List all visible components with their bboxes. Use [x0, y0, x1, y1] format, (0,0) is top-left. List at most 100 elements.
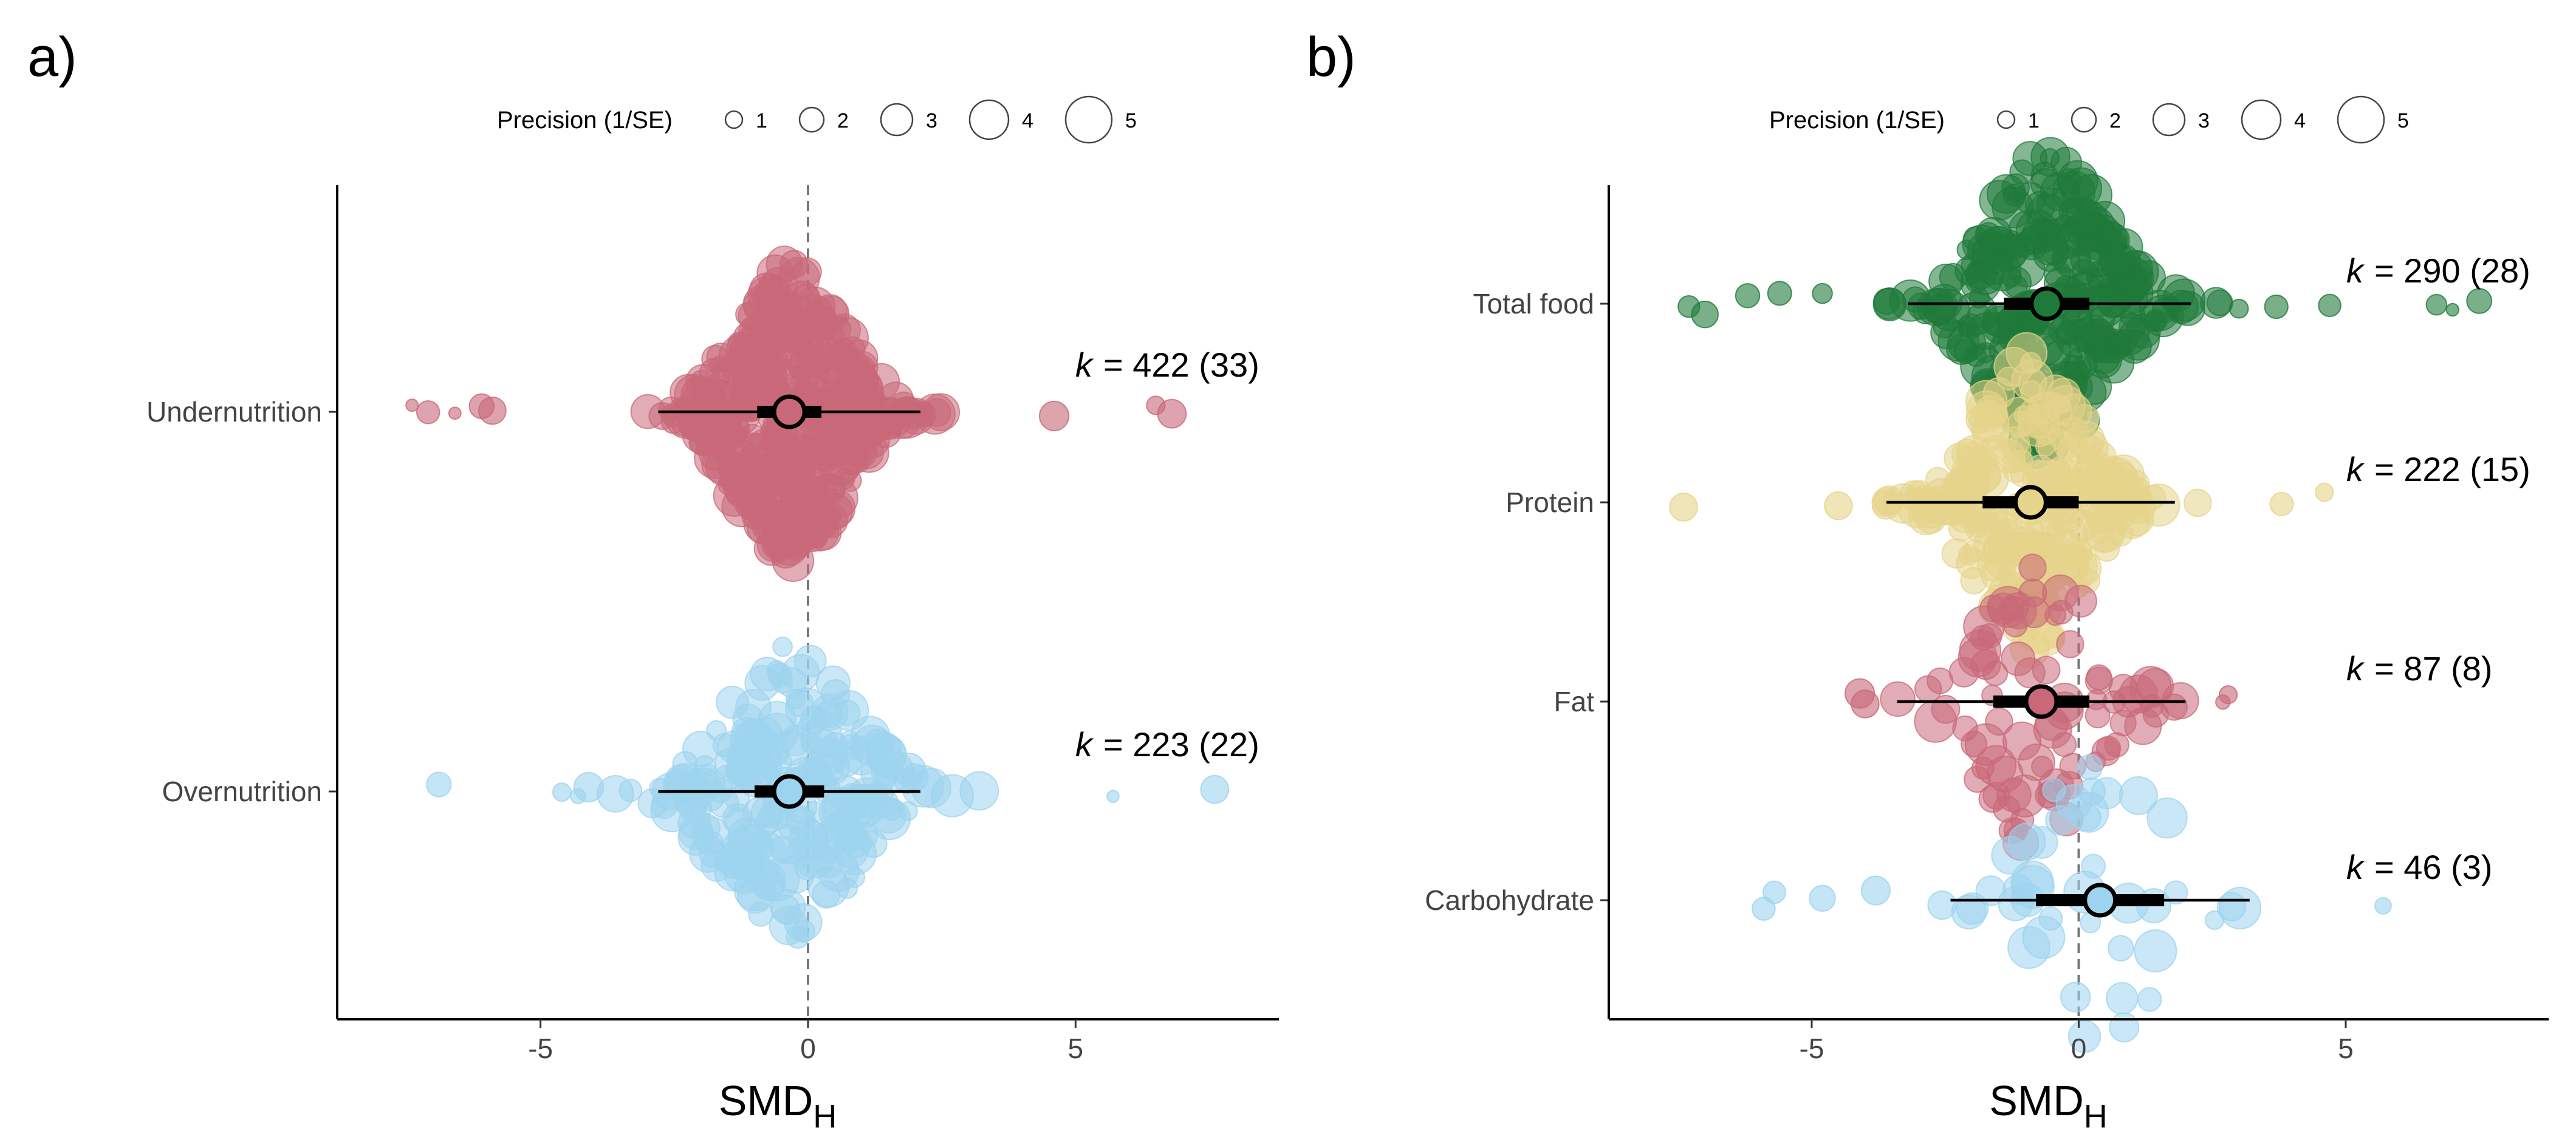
effect-size-point: [1948, 504, 1978, 533]
effect-size-point: [2137, 484, 2180, 527]
legend-size-circle: [798, 106, 825, 133]
effect-size-point: [1952, 715, 1978, 742]
effect-size-point: [835, 806, 856, 828]
effect-size-point: [2219, 685, 2238, 705]
effect-size-point: [1824, 491, 1853, 521]
effect-size-point: [1991, 836, 2030, 875]
effect-size-point: [827, 341, 854, 368]
effect-size-point: [1947, 463, 1990, 506]
effect-size-point: [1914, 700, 1958, 743]
effect-size-point: [712, 733, 737, 757]
effect-size-point: [2048, 317, 2076, 345]
pooled-estimate-point: [772, 774, 807, 809]
effect-size-point: [1752, 897, 1776, 921]
effect-size-point: [826, 316, 852, 342]
effect-size-point: [2109, 1012, 2140, 1043]
x-axis-title: SMDH: [719, 1077, 837, 1135]
effect-size-point: [807, 510, 828, 531]
legend-size-label: 1: [2028, 109, 2040, 132]
k-annotation: k = 223 (22): [1075, 725, 1259, 764]
effect-size-point: [2057, 160, 2098, 202]
effect-size-point: [812, 846, 844, 878]
effect-size-point: [674, 374, 716, 416]
effect-size-point: [2314, 482, 2334, 502]
category-group: Fat k = 87 (8): [1554, 553, 2493, 861]
category-label: Fat: [1554, 686, 1595, 717]
effect-size-point: [2184, 488, 2212, 518]
effect-size-point: [2374, 897, 2392, 915]
effect-size-point: [2228, 298, 2249, 319]
effect-size-point: [1809, 884, 1836, 912]
effect-size-point: [2141, 295, 2184, 338]
effect-size-point: [1871, 490, 1902, 520]
k-symbol: k: [2346, 251, 2365, 290]
effect-size-point: [1956, 892, 1989, 925]
effect-size-point: [1860, 875, 1891, 906]
legend-size-label: 2: [2109, 109, 2121, 132]
category-label: Carbohydrate: [1425, 884, 1594, 916]
k-value: = 46 (3): [2374, 848, 2493, 886]
effect-size-point: [2264, 294, 2289, 320]
category-label: Overnutrition: [162, 776, 322, 807]
effect-size-point: [2018, 553, 2047, 582]
effect-size-point: [886, 396, 929, 439]
effect-size-point: [2163, 880, 2188, 905]
effect-size-point: [769, 906, 808, 946]
effect-size-point: [2038, 906, 2063, 931]
legend-size-circle: [1996, 110, 2016, 129]
effect-size-point: [742, 285, 779, 322]
legend-size-circle: [2071, 106, 2097, 133]
effect-size-point: [448, 406, 462, 420]
effect-size-point: [1039, 400, 1070, 431]
x-tick-label: 5: [1068, 1033, 1084, 1064]
effect-size-point: [781, 654, 820, 692]
effect-size-point: [2134, 929, 2177, 972]
x-axis-title-main: SMD: [1989, 1077, 2084, 1124]
k-symbol: k: [1075, 346, 1094, 384]
x-axis-title-main: SMD: [719, 1077, 814, 1124]
effect-size-point: [2204, 910, 2225, 931]
effect-size-point: [1880, 681, 1916, 717]
k-value: = 223 (22): [1103, 725, 1259, 764]
legend-title: Precision (1/SE): [497, 107, 673, 134]
effect-size-point: [850, 741, 870, 761]
pooled-estimate-point: [2013, 485, 2048, 520]
effect-size-point: [1963, 605, 2005, 648]
effect-size-point: [618, 778, 642, 802]
effect-size-point: [649, 778, 670, 799]
effect-size-point: [787, 435, 808, 456]
panel-label: a): [27, 26, 77, 88]
category-group: Undernutrition k = 422 (33): [146, 245, 1259, 582]
legend-size-circle: [724, 110, 744, 129]
k-annotation: k = 422 (33): [1075, 346, 1259, 384]
effect-size-point: [768, 824, 809, 865]
effect-size-point: [772, 637, 793, 657]
effect-size-point: [1960, 567, 1988, 595]
effect-size-point: [2077, 754, 2103, 781]
k-annotation: k = 87 (8): [2346, 649, 2493, 688]
legend-size-circle: [2241, 99, 2282, 140]
effect-size-point: [2032, 655, 2061, 685]
effect-size-point: [2084, 340, 2123, 378]
effect-size-point: [1970, 649, 2001, 680]
effect-size-point: [779, 250, 809, 279]
effect-size-point: [573, 771, 604, 803]
k-symbol: k: [1075, 725, 1094, 764]
x-axis-title: SMDH: [1989, 1077, 2108, 1135]
effect-size-point: [716, 685, 749, 719]
panel-label: b): [1306, 26, 1356, 88]
effect-size-point: [744, 665, 780, 701]
effect-size-point: [731, 717, 761, 747]
effect-size-point: [2425, 293, 2448, 316]
effect-size-point: [2137, 987, 2162, 1012]
effect-size-point: [2027, 402, 2050, 424]
effect-size-point: [2106, 312, 2150, 356]
effect-size-point: [758, 804, 783, 829]
legend-size-circle: [2337, 95, 2385, 144]
effect-size-point: [815, 665, 851, 700]
legend-size-label: 2: [837, 109, 849, 132]
category-label: Total food: [1473, 288, 1594, 320]
effect-size-point: [1964, 765, 1991, 793]
effect-size-point: [426, 771, 452, 798]
